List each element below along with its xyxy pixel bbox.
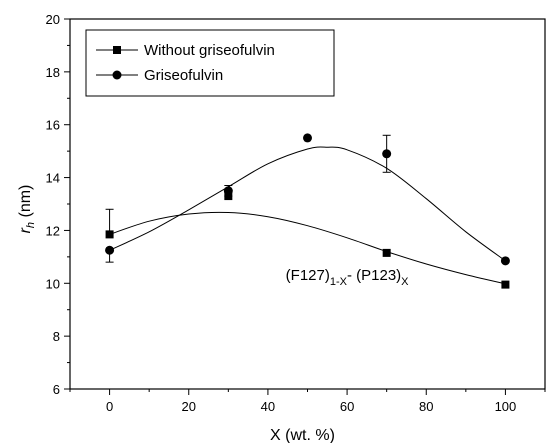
data-point-1-2 [303,133,312,143]
y-tick-label-12: 12 [46,223,60,238]
y-tick-label-6: 6 [53,382,60,397]
x-tick-label-20: 20 [182,399,196,414]
legend-marker-1 [112,70,122,80]
data-point-1-3 [382,149,392,159]
annotation-part-1: 1-X [330,276,348,288]
legend-label-1: Griseofulvin [144,67,223,84]
x-tick-label-100: 100 [495,399,517,414]
y-tick-label-14: 14 [46,171,60,186]
annotation-part-2: - (P123) [347,267,401,284]
y-axis-title-main: r [17,227,34,233]
error-bars [105,134,391,263]
x-axis-title: X (wt. %) [270,427,335,443]
fit-curves [109,146,506,285]
data-point-1-1 [223,186,233,196]
legend-marker-0 [113,46,121,54]
annotation-part-3: X [401,276,409,288]
legend: Without griseofulvin Griseofulvin [85,29,335,97]
x-tick-label-0: 0 [106,399,113,414]
y-axis-title-unit: (nm) [17,185,34,222]
y-tick-label-10: 10 [46,276,60,291]
legend-label-0: Without griseofulvin [144,42,275,59]
data-point-0-3 [501,280,510,289]
data-point-0-1 [224,192,233,201]
fit-curve-1 [109,146,506,262]
y-axis-title-sub: h [25,222,37,228]
y-axis: 6 8 10 12 14 16 18 20 [46,12,70,397]
x-tick-label-40: 40 [261,399,275,414]
y-axis-title: rh (nm) [17,185,37,234]
x-tick-label-60: 60 [340,399,354,414]
fit-curve-0 [109,211,506,285]
data-point-1-4 [500,256,510,266]
annotation-part-0: (F127) [286,267,330,284]
data-markers [105,133,510,289]
y-tick-label-20: 20 [46,12,60,27]
y-tick-label-8: 8 [53,329,60,344]
data-point-0-0 [105,230,114,239]
y-tick-label-16: 16 [46,118,60,133]
x-axis: 0 20 40 60 80 100 [69,389,546,414]
composition-annotation: (F127)1-X- (P123)X [286,267,410,288]
x-tick-label-80: 80 [419,399,433,414]
data-point-1-0 [105,245,115,255]
legend-box [85,29,335,97]
data-point-0-2 [382,248,391,257]
y-tick-label-18: 18 [46,65,60,80]
